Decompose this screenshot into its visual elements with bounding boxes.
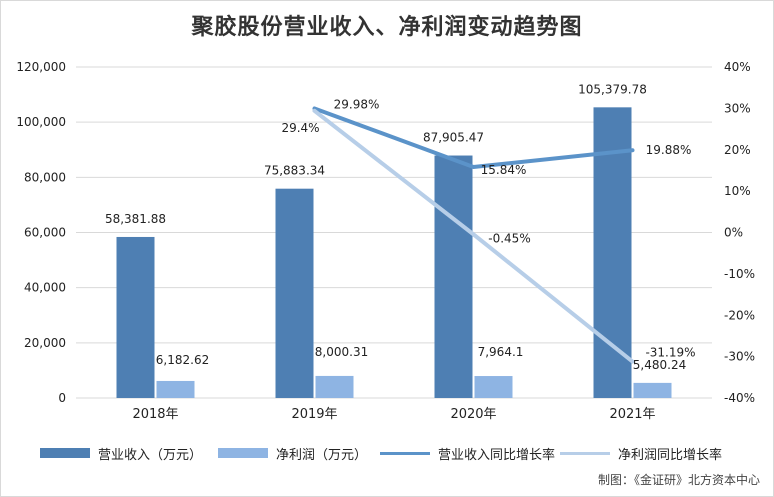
legend-swatch-profit-growth: [560, 451, 610, 455]
profit-bar: [474, 376, 513, 398]
revenue-growth-data-label: 19.88%: [646, 143, 692, 157]
legend-label-profit-growth: 净利润同比增长率: [618, 447, 723, 463]
y-right-tick-label: -40%: [724, 391, 755, 405]
profit-growth-data-label: -0.45%: [488, 231, 530, 245]
profit-data-label: 6,182.62: [156, 353, 209, 367]
revenue-growth-data-label: 15.84%: [481, 163, 527, 177]
revenue-bar: [275, 188, 314, 398]
profit-growth-data-label: -31.19%: [645, 346, 695, 360]
y-left-tick-label: 0: [58, 391, 66, 405]
y-left-tick-label: 100,000: [16, 115, 66, 129]
y-left-tick-label: 20,000: [24, 336, 66, 350]
legend-label-profit: 净利润（万元）: [276, 447, 368, 463]
y-left-tick-label: 80,000: [24, 170, 66, 184]
profit-growth-line: [312, 108, 635, 364]
profit-data-label: 8,000.31: [315, 345, 368, 359]
legend-item-revenue: 营业收入（万元）: [40, 443, 202, 463]
legend-swatch-revenue-growth: [380, 451, 430, 455]
y-right-tick-label: 0%: [724, 226, 743, 240]
y-left-tick-label: 60,000: [24, 226, 66, 240]
legend-item-profit: 净利润（万元）: [218, 443, 367, 463]
revenue-growth-line: [312, 106, 635, 169]
profit-growth-data-label: 29.4%: [281, 121, 319, 135]
revenue-data-label: 58,381.88: [105, 212, 166, 226]
y-right-tick-label: 20%: [724, 143, 751, 157]
y-right-tick-label: -20%: [724, 308, 755, 322]
profit-bar: [315, 375, 354, 398]
x-tick-label: 2019年: [291, 407, 337, 422]
legend-label-revenue-growth: 营业收入同比增长率: [438, 447, 556, 463]
y-right-tick-label: -10%: [724, 267, 755, 281]
revenue-data-label: 87,905.47: [423, 131, 484, 145]
revenue-bar: [593, 107, 632, 398]
x-tick-label: 2020年: [450, 407, 496, 422]
y-left-tick-label: 40,000: [24, 281, 66, 295]
legend-label-revenue: 营业收入（万元）: [98, 447, 203, 463]
legend-swatch-profit: [218, 448, 268, 458]
legend-item-profit-growth: 净利润同比增长率: [560, 443, 722, 463]
revenue-growth-data-label: 29.98%: [334, 97, 380, 111]
x-tick-label: 2021年: [609, 407, 655, 422]
legend-swatch-revenue: [40, 448, 90, 458]
y-right-tick-label: 10%: [724, 184, 751, 198]
y-right-tick-label: 30%: [724, 101, 751, 115]
profit-data-label: 7,964.1: [478, 345, 524, 359]
revenue-bar: [116, 236, 155, 398]
y-left-tick-label: 120,000: [16, 60, 66, 74]
profit-data-label: 5,480.24: [633, 358, 686, 372]
y-right-tick-label: 40%: [724, 60, 751, 74]
y-right-tick-label: -30%: [724, 350, 755, 364]
profit-bar: [633, 382, 672, 398]
chart-legend: 营业收入（万元） 净利润（万元） 营业收入同比增长率 净利润同比增长率: [40, 443, 760, 463]
chart-title: 聚胶股份营业收入、净利润变动趋势图: [191, 15, 583, 40]
source-note: 制图：《金证研》北方资本中心: [597, 473, 760, 487]
legend-item-revenue-growth: 营业收入同比增长率: [380, 443, 555, 463]
revenue-bar: [434, 155, 473, 398]
revenue-data-label: 105,379.78: [578, 82, 647, 96]
revenue-data-label: 75,883.34: [264, 164, 325, 178]
profit-bar: [156, 380, 195, 398]
x-tick-label: 2018年: [132, 407, 178, 422]
